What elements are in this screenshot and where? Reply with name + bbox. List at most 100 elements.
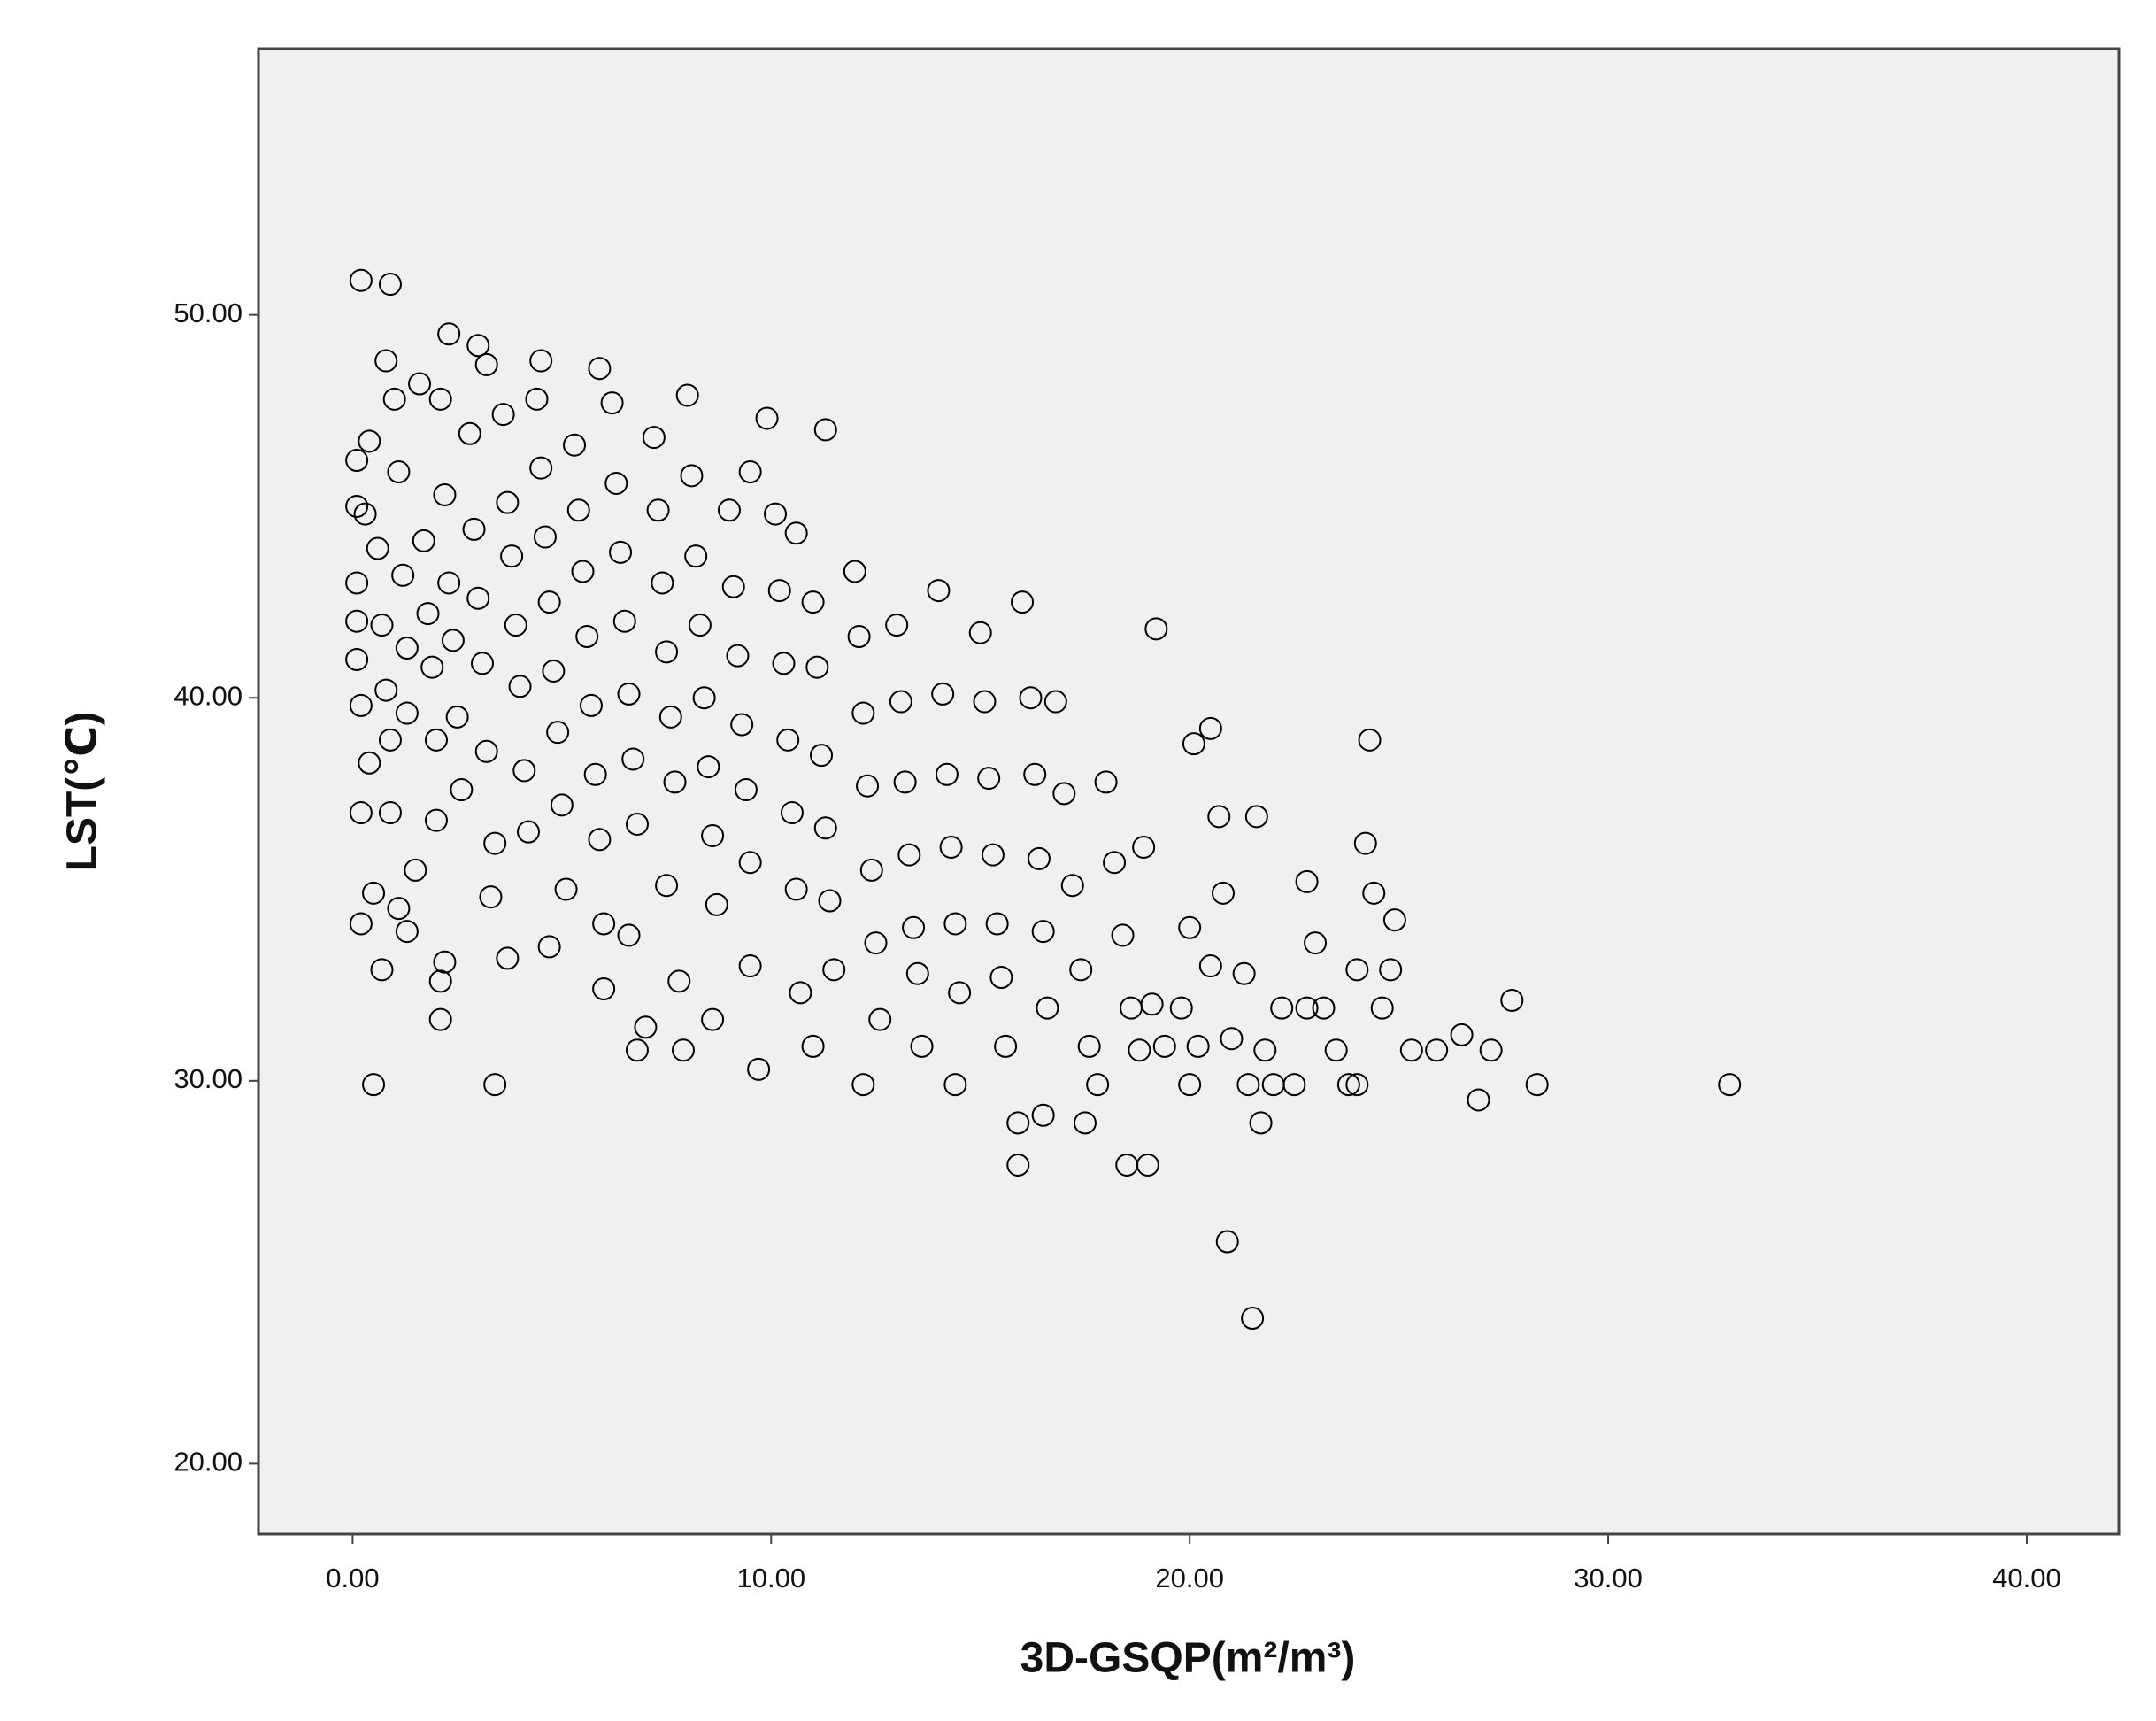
point xyxy=(1103,851,1127,875)
point xyxy=(579,693,603,717)
point xyxy=(935,762,959,786)
point xyxy=(948,981,972,1005)
point xyxy=(943,912,967,936)
point xyxy=(1270,996,1294,1020)
point xyxy=(764,502,788,526)
point xyxy=(1011,590,1035,614)
point xyxy=(1086,1073,1110,1097)
point xyxy=(479,885,503,909)
point xyxy=(483,1073,507,1097)
point xyxy=(433,950,457,974)
point xyxy=(658,705,682,729)
x-tick-label: 40.00 xyxy=(1992,1563,2061,1594)
point xyxy=(738,460,762,484)
point xyxy=(1450,1023,1474,1046)
x-axis-title: 3D-GSQP(m²/m³) xyxy=(1020,1635,1356,1682)
point xyxy=(730,713,754,737)
point xyxy=(642,426,666,450)
point xyxy=(588,357,612,381)
point xyxy=(675,383,699,407)
point xyxy=(525,387,549,411)
point xyxy=(1295,869,1319,893)
point xyxy=(939,835,963,859)
point xyxy=(412,529,435,552)
point xyxy=(634,1015,658,1039)
point xyxy=(813,418,837,442)
point xyxy=(767,579,791,603)
point xyxy=(1031,1103,1055,1127)
point xyxy=(1198,716,1222,740)
plot-border xyxy=(257,47,2121,1536)
point xyxy=(366,536,389,560)
point xyxy=(462,517,486,541)
point xyxy=(859,858,883,882)
point xyxy=(1253,1038,1277,1062)
point xyxy=(1019,686,1043,710)
point xyxy=(692,686,716,710)
point xyxy=(1353,831,1377,855)
point xyxy=(784,877,808,901)
point xyxy=(537,935,561,959)
point xyxy=(529,349,553,373)
point xyxy=(738,851,762,875)
point xyxy=(1295,996,1319,1020)
point xyxy=(554,877,578,901)
point xyxy=(592,976,616,1000)
point xyxy=(851,1073,875,1097)
point xyxy=(508,675,532,698)
point xyxy=(981,843,1005,867)
x-tick-label: 30.00 xyxy=(1574,1563,1643,1594)
point xyxy=(1215,1230,1239,1254)
point xyxy=(1324,1038,1348,1062)
point xyxy=(1312,996,1336,1020)
point xyxy=(646,498,670,522)
point xyxy=(617,682,641,706)
point xyxy=(1358,728,1382,752)
point xyxy=(968,621,992,644)
point xyxy=(1052,782,1076,806)
point xyxy=(1282,1073,1306,1097)
point xyxy=(349,268,373,292)
point xyxy=(617,923,641,947)
point xyxy=(353,502,377,526)
point xyxy=(1249,1111,1273,1135)
point xyxy=(588,828,612,852)
point xyxy=(813,816,837,840)
point xyxy=(1023,762,1047,786)
point xyxy=(428,969,452,993)
point xyxy=(496,946,520,970)
point xyxy=(420,655,444,679)
point xyxy=(1152,1034,1176,1058)
point xyxy=(550,793,574,817)
point xyxy=(701,823,725,847)
point xyxy=(428,1007,452,1031)
point xyxy=(1207,805,1231,829)
point xyxy=(546,721,570,745)
point xyxy=(500,544,524,568)
point xyxy=(1027,846,1051,870)
point xyxy=(358,751,381,775)
point xyxy=(985,912,1009,936)
point xyxy=(789,981,812,1005)
point xyxy=(680,464,704,488)
point xyxy=(370,614,394,637)
point xyxy=(517,820,541,844)
x-tick-label: 10.00 xyxy=(737,1563,806,1594)
point xyxy=(705,892,728,916)
point xyxy=(1345,958,1369,982)
point xyxy=(747,1057,771,1081)
point xyxy=(893,770,917,794)
point xyxy=(378,728,402,752)
point xyxy=(345,609,369,633)
point xyxy=(1370,996,1394,1020)
point xyxy=(776,728,800,752)
point xyxy=(542,659,566,683)
point xyxy=(851,701,875,725)
point xyxy=(387,460,411,484)
point xyxy=(718,498,742,522)
point xyxy=(805,655,829,679)
point xyxy=(1178,915,1202,939)
point xyxy=(755,406,779,430)
point xyxy=(575,625,599,649)
